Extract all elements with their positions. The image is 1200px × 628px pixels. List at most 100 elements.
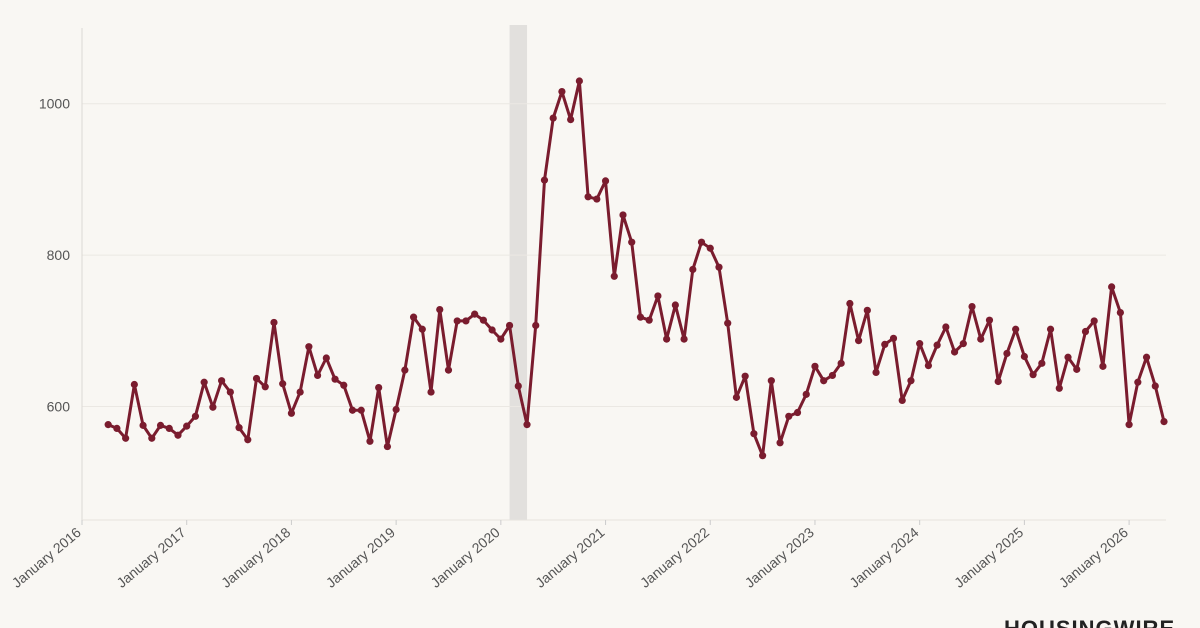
x-tick-label: January 2023 bbox=[742, 524, 817, 591]
data-point bbox=[741, 372, 749, 380]
data-point bbox=[663, 335, 671, 343]
data-point bbox=[916, 340, 924, 348]
data-point bbox=[113, 424, 121, 433]
data-point bbox=[759, 452, 767, 460]
x-tick-label: January 2021 bbox=[532, 524, 607, 591]
data-point bbox=[820, 377, 828, 385]
data-point bbox=[933, 341, 941, 349]
data-point bbox=[959, 340, 967, 348]
data-point bbox=[1012, 325, 1020, 333]
data-point bbox=[1134, 378, 1142, 386]
data-point bbox=[313, 371, 322, 380]
data-point bbox=[139, 421, 147, 429]
data-point bbox=[130, 380, 138, 389]
data-point bbox=[383, 442, 392, 451]
data-point bbox=[1116, 309, 1124, 317]
data-point bbox=[828, 371, 837, 380]
data-point bbox=[183, 422, 191, 430]
data-point bbox=[645, 316, 653, 324]
data-point bbox=[619, 211, 627, 219]
data-point bbox=[165, 424, 173, 433]
data-point bbox=[235, 424, 243, 432]
data-point bbox=[942, 323, 950, 331]
data-point bbox=[444, 366, 453, 374]
data-point bbox=[811, 362, 819, 370]
data-point bbox=[994, 377, 1002, 386]
data-point bbox=[575, 77, 583, 85]
x-tick-label: January 2019 bbox=[323, 524, 398, 591]
data-point bbox=[881, 340, 889, 348]
data-point bbox=[401, 366, 409, 374]
data-point bbox=[218, 377, 226, 385]
y-tick-label: 600 bbox=[47, 398, 71, 414]
data-point bbox=[418, 325, 426, 333]
data-point bbox=[584, 193, 592, 201]
data-point bbox=[200, 378, 208, 386]
data-point bbox=[357, 406, 365, 414]
data-point bbox=[802, 390, 810, 398]
data-point bbox=[767, 377, 775, 385]
data-point bbox=[846, 299, 854, 308]
x-tick-label: January 2025 bbox=[951, 524, 1026, 591]
x-tick-label: January 2022 bbox=[637, 524, 712, 591]
data-point bbox=[1125, 421, 1133, 429]
data-point bbox=[977, 335, 985, 343]
data-point bbox=[1020, 352, 1028, 361]
data-point bbox=[968, 302, 976, 311]
data-point bbox=[610, 272, 618, 280]
data-point bbox=[244, 436, 252, 444]
data-point bbox=[776, 439, 784, 447]
x-tick-label: January 2017 bbox=[113, 524, 188, 591]
data-point bbox=[1046, 325, 1055, 333]
data-point bbox=[270, 318, 278, 327]
data-point bbox=[104, 421, 112, 429]
data-point bbox=[654, 292, 662, 300]
data-point bbox=[191, 412, 200, 420]
data-point bbox=[950, 348, 959, 356]
data-point bbox=[872, 368, 880, 376]
data-point bbox=[1081, 327, 1090, 336]
data-point bbox=[375, 383, 383, 392]
data-point bbox=[226, 388, 234, 396]
data-point bbox=[331, 375, 339, 383]
x-tick-label: January 2024 bbox=[846, 524, 921, 591]
data-point bbox=[1099, 362, 1107, 370]
data-point bbox=[567, 115, 575, 124]
data-point bbox=[471, 310, 479, 318]
data-point bbox=[209, 403, 217, 411]
data-point bbox=[863, 306, 871, 314]
data-point bbox=[1029, 371, 1037, 379]
data-point bbox=[514, 382, 522, 390]
data-point bbox=[505, 321, 514, 330]
x-tick-label: January 2018 bbox=[218, 524, 293, 591]
data-point bbox=[854, 337, 863, 345]
data-point bbox=[348, 406, 357, 414]
data-point bbox=[636, 313, 645, 321]
data-point bbox=[340, 381, 348, 389]
data-point bbox=[1160, 418, 1168, 426]
data-point bbox=[601, 177, 610, 185]
data-point bbox=[453, 317, 461, 325]
data-point bbox=[1064, 353, 1072, 361]
data-point bbox=[593, 195, 601, 203]
data-point bbox=[1151, 382, 1159, 390]
data-point bbox=[697, 238, 706, 246]
data-point bbox=[540, 176, 549, 184]
data-point bbox=[785, 412, 793, 420]
data-point bbox=[724, 319, 732, 327]
data-point bbox=[122, 434, 130, 442]
data-point bbox=[532, 321, 540, 330]
data-point bbox=[252, 374, 261, 383]
y-tick-label: 800 bbox=[47, 247, 71, 263]
data-point bbox=[1055, 384, 1063, 392]
x-tick-label: January 2020 bbox=[427, 524, 502, 591]
data-point bbox=[1142, 353, 1151, 361]
data-point bbox=[366, 437, 374, 445]
data-point bbox=[296, 388, 304, 396]
data-point bbox=[706, 244, 714, 252]
data-line bbox=[107, 79, 1166, 458]
data-point bbox=[488, 326, 496, 334]
shaded-period bbox=[509, 25, 528, 520]
data-point bbox=[1003, 349, 1011, 358]
data-point bbox=[392, 405, 400, 414]
